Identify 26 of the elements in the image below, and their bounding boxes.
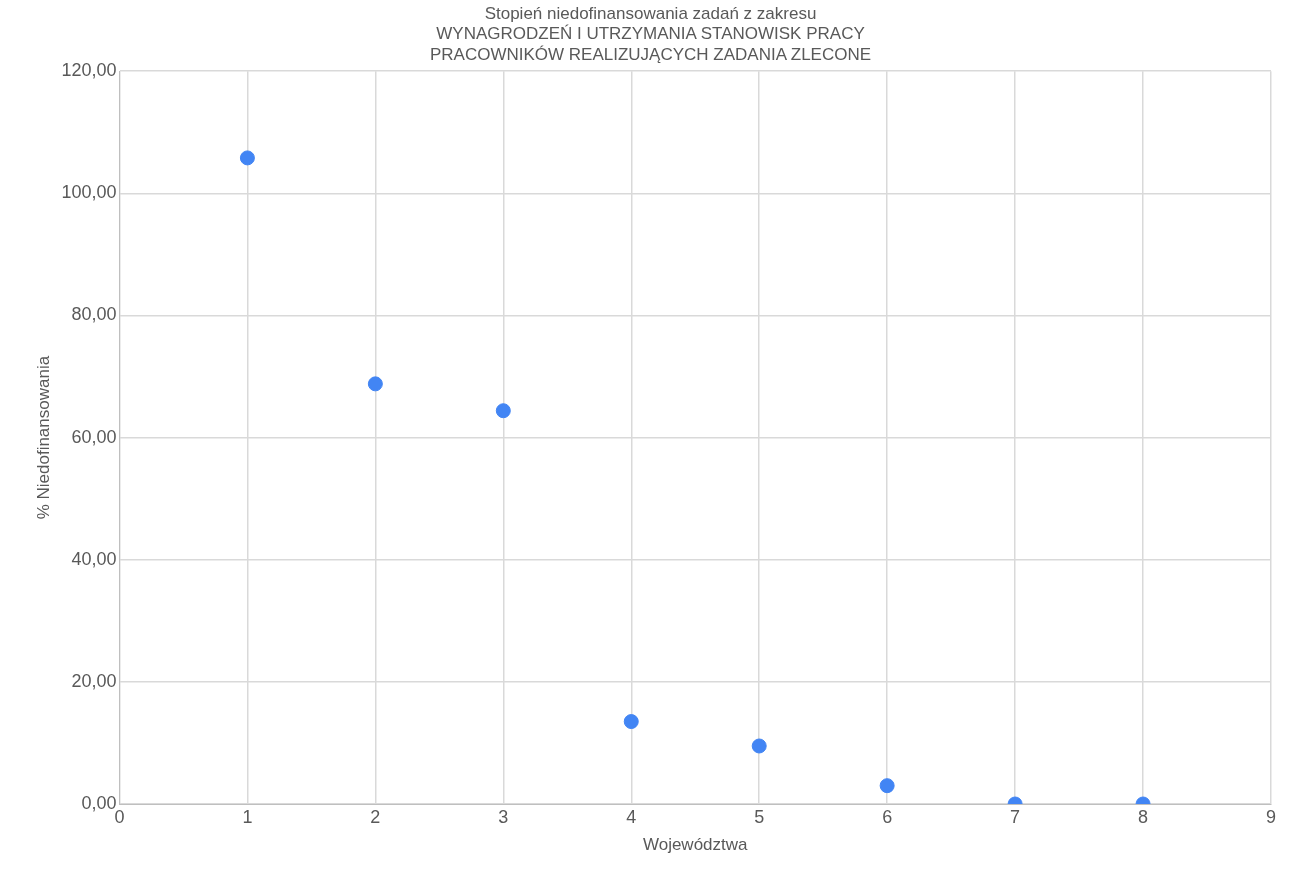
x-tick-label: 0 xyxy=(114,806,125,827)
x-tick-label: 7 xyxy=(1010,806,1021,827)
x-tick-label: 8 xyxy=(1138,806,1149,827)
point xyxy=(495,403,511,419)
point xyxy=(367,376,383,392)
y-tick-label: 120,00 xyxy=(61,60,117,81)
x-tick-label: 9 xyxy=(1265,806,1277,827)
y-tick-label: 80,00 xyxy=(71,304,117,325)
x-tick-label: 6 xyxy=(882,806,893,827)
x-tick-label: 2 xyxy=(370,806,381,827)
y-tick-label: 60,00 xyxy=(71,426,117,447)
point xyxy=(239,150,255,166)
x-tick-label: 5 xyxy=(754,806,765,827)
y-axis-title: % Niedofinansowania xyxy=(33,355,53,520)
y-tick-label: 20,00 xyxy=(71,670,117,691)
point xyxy=(879,778,895,794)
y-tick-label: 40,00 xyxy=(71,548,117,569)
point xyxy=(623,714,639,730)
point xyxy=(751,738,767,754)
x-axis-title: Województwa xyxy=(642,835,749,855)
y-tick-label: 0,00 xyxy=(81,792,117,813)
x-tick-label: 3 xyxy=(498,806,509,827)
x-tick-label: 1 xyxy=(242,806,253,827)
y-tick-label: 100,00 xyxy=(61,182,117,203)
x-tick-label: 4 xyxy=(626,806,637,827)
chart-title: Stopień niedofinansowania zadań z zakresu WYNAGRODZEŃ I UTRZYMANIA STANOWISK PRACY PRACOWNIKÓW REALIZUJĄCYCH ZADANIA ZLECONE xyxy=(429,3,872,64)
